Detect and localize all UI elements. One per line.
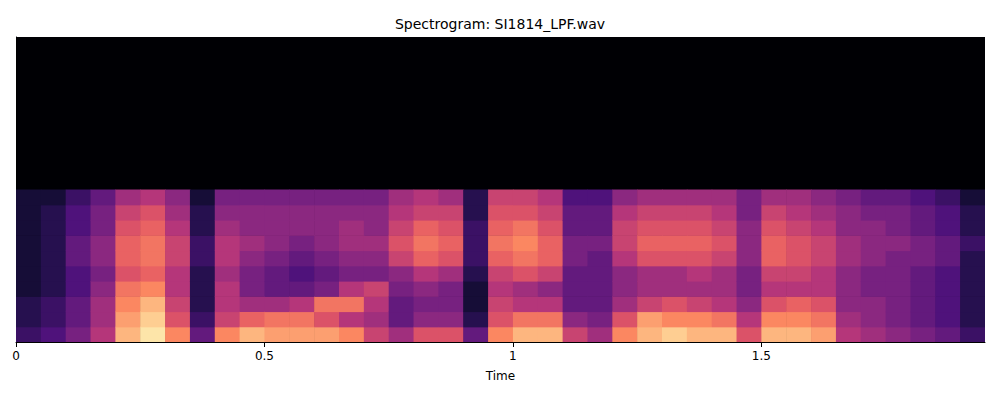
svg-text:1.5: 1.5: [752, 349, 771, 363]
svg-text:Spectrogram: SI1814_LPF.wav: Spectrogram: SI1814_LPF.wav: [395, 16, 605, 32]
svg-text:0.5: 0.5: [255, 349, 274, 363]
svg-text:1: 1: [509, 349, 517, 363]
svg-text:0: 0: [12, 349, 20, 363]
svg-text:Time: Time: [485, 369, 515, 383]
